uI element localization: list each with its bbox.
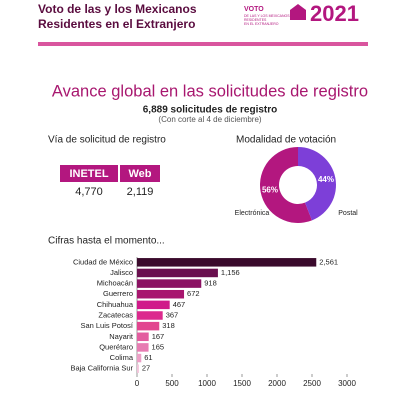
value-label: 2,561 <box>319 257 338 266</box>
channel-header-box <box>120 165 160 182</box>
y-tick-label: Zacatecas <box>98 310 133 319</box>
y-tick-label: Ciudad de México <box>73 257 133 266</box>
y-tick-label: Guerrero <box>103 289 133 298</box>
value-label: 61 <box>144 353 152 362</box>
channel-header: Web <box>128 168 151 180</box>
bar <box>137 258 317 267</box>
value-label: 918 <box>204 279 217 288</box>
y-tick-label: Querétaro <box>99 342 133 351</box>
total: 6,889 solicitudes de registro <box>143 105 278 116</box>
value-label: 1,156 <box>221 268 240 277</box>
legend-label: Postal <box>338 210 358 217</box>
pie-title: Modalidad de votación <box>236 135 336 146</box>
y-tick-label: Chihuahua <box>97 300 134 309</box>
y-tick-label: Nayarit <box>109 332 134 341</box>
pie-slice <box>260 147 312 224</box>
y-tick-label: Jalisco <box>110 268 133 277</box>
channels-title: Vía de solicitud de registro <box>48 135 166 146</box>
x-tick-label: 0 <box>135 379 140 388</box>
bar <box>137 321 160 331</box>
x-tick-label: 3000 <box>338 379 356 388</box>
y-tick-label: Baja California Sur <box>70 364 133 373</box>
value-label: 27 <box>142 364 150 373</box>
y-tick-label: San Luis Potosí <box>80 321 133 330</box>
bar <box>137 311 163 320</box>
bar-title: Cifras hasta el momento... <box>48 236 165 247</box>
channel-value: 4,770 <box>75 186 103 198</box>
x-tick-label: 1500 <box>233 379 251 388</box>
slice-label: 56% <box>262 185 278 194</box>
value-label: 318 <box>162 321 175 330</box>
x-tick-label: 1000 <box>198 379 216 388</box>
channel-value: 2,119 <box>127 186 154 198</box>
value-label: 367 <box>166 310 179 319</box>
logo-icon <box>290 4 306 20</box>
bar <box>137 279 202 288</box>
cutoff: (Con corte al 4 de diciembre) <box>158 115 261 124</box>
value-label: 467 <box>173 300 186 309</box>
year: 2021 <box>310 1 359 26</box>
header-title: Voto de las y los Mexicanos <box>38 2 197 16</box>
channel-header: INETEL <box>69 168 108 180</box>
y-tick-label: Michoacán <box>97 279 133 288</box>
bar <box>137 332 149 342</box>
channel-header-box <box>60 165 118 182</box>
header-title: Residentes en el Extranjero <box>38 17 195 31</box>
bar <box>137 364 139 373</box>
bar <box>137 268 218 278</box>
bar <box>137 343 149 352</box>
value-label: 167 <box>152 332 165 341</box>
bar <box>137 289 185 299</box>
headline: Avance global en las solicitudes de regi… <box>52 82 368 100</box>
value-label: 165 <box>152 342 165 351</box>
logo-text: VOTO <box>244 6 264 13</box>
x-tick-label: 2500 <box>303 379 321 388</box>
pie-slice <box>298 147 337 221</box>
logo-text: DE LAS Y LOS MEXICANOS <box>244 14 290 18</box>
logo-text: EN EL EXTRANJERO <box>244 22 279 26</box>
logo-text: RESIDENTES <box>244 18 267 22</box>
bar <box>137 353 142 363</box>
bar <box>137 300 170 310</box>
slice-label: 44% <box>318 175 334 184</box>
x-tick-label: 500 <box>165 379 179 388</box>
value-label: 672 <box>187 289 200 298</box>
legend-label: Electrónica <box>235 210 270 217</box>
y-tick-label: Colima <box>110 353 134 362</box>
x-tick-label: 2000 <box>268 379 286 388</box>
header-rule <box>38 42 368 46</box>
